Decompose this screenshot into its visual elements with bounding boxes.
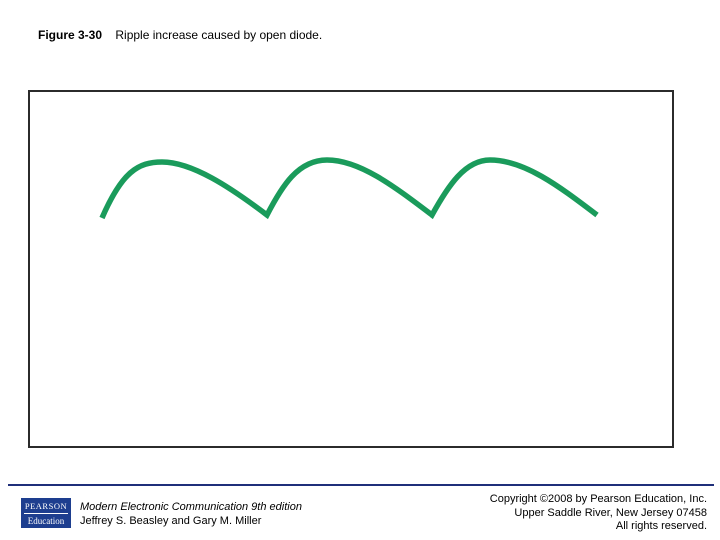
ripple-waveform-plot bbox=[99, 157, 599, 220]
figure-label: Figure 3-30 bbox=[38, 28, 103, 42]
pearson-education-logo: PEARSON Education bbox=[21, 498, 71, 528]
book-info: Modern Electronic Communication 9th edit… bbox=[80, 500, 302, 528]
figure-caption: Figure 3-30 Ripple increase caused by op… bbox=[38, 28, 322, 42]
copyright-line-3: All rights reserved. bbox=[615, 520, 707, 532]
waveform-frame bbox=[28, 90, 674, 448]
figure-caption-text: Ripple increase caused by open diode. bbox=[115, 28, 323, 42]
book-authors: Jeffrey S. Beasley and Gary M. Miller bbox=[80, 515, 262, 527]
copyright-notice: Copyright ©2008 by Pearson Education, In… bbox=[490, 493, 707, 534]
book-title: Modern Electronic Communication 9th edit… bbox=[80, 501, 302, 513]
logo-line-2: Education bbox=[27, 516, 65, 526]
logo-line-1: PEARSON bbox=[24, 498, 68, 514]
copyright-line-2: Upper Saddle River, New Jersey 07458 bbox=[514, 506, 707, 519]
copyright-line-1: Copyright ©2008 by Pearson Education, In… bbox=[489, 493, 707, 505]
ripple-waveform bbox=[99, 157, 599, 220]
footer-divider bbox=[8, 484, 714, 486]
